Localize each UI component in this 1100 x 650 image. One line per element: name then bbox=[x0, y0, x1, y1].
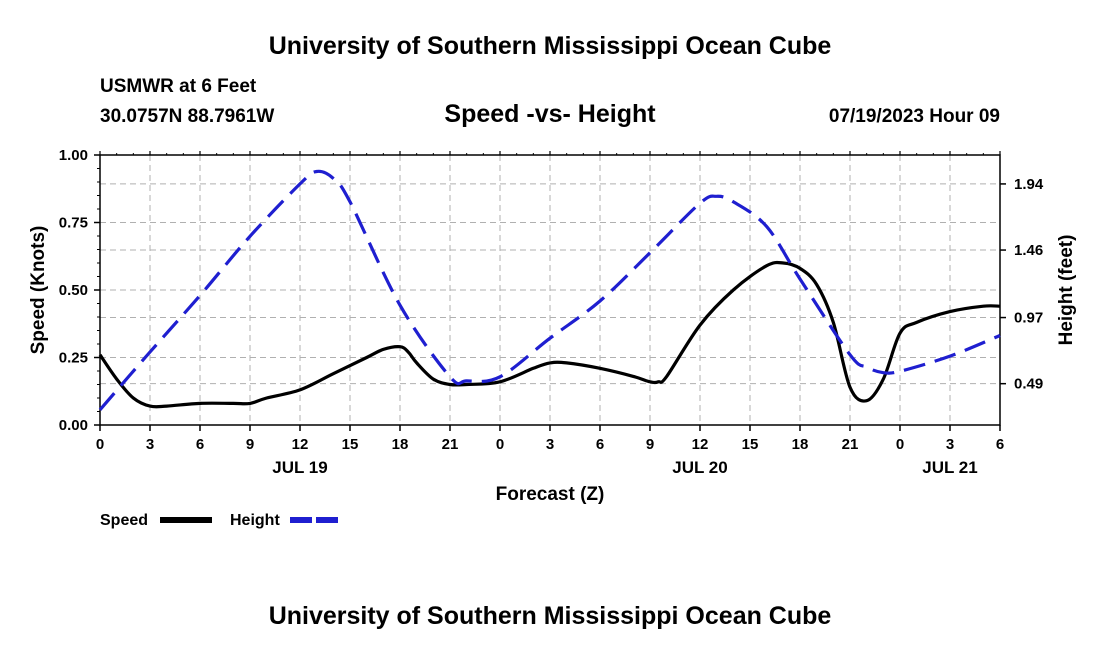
grid bbox=[100, 155, 1000, 425]
y-tick-label: 0.75 bbox=[59, 215, 88, 232]
station-label: USMWR at 6 Feet bbox=[100, 76, 257, 97]
x-tick-label: 0 bbox=[896, 436, 904, 453]
y2-tick-label: 1.46 bbox=[1014, 242, 1043, 259]
y-tick-label: 0.25 bbox=[59, 350, 88, 367]
x-tick-label: 15 bbox=[742, 436, 759, 453]
x-tick-label: 18 bbox=[392, 436, 409, 453]
day-label: JUL 21 bbox=[922, 458, 977, 477]
y2-tick-label: 0.49 bbox=[1014, 376, 1043, 393]
forecast-datetime: 07/19/2023 Hour 09 bbox=[828, 106, 1000, 127]
x-axis-label: Forecast (Z) bbox=[496, 484, 605, 505]
x-tick-label: 6 bbox=[196, 436, 204, 453]
x-tick-label: 12 bbox=[692, 436, 709, 453]
x-tick-label: 9 bbox=[246, 436, 254, 453]
height-series-line bbox=[98, 169, 1001, 411]
page-title: University of Southern Mississippi Ocean… bbox=[268, 32, 832, 60]
day-label: JUL 20 bbox=[672, 458, 727, 477]
x-tick-label: 0 bbox=[96, 436, 104, 453]
x-tick-label: 3 bbox=[946, 436, 954, 453]
y-tick-label: 1.00 bbox=[59, 147, 88, 164]
x-tick-label: 0 bbox=[496, 436, 504, 453]
y-axis-label: Speed (Knots) bbox=[28, 226, 49, 355]
x-tick-label: 9 bbox=[646, 436, 654, 453]
x-tick-label: 3 bbox=[146, 436, 154, 453]
day-label: JUL 19 bbox=[272, 458, 327, 477]
x-tick-label: 12 bbox=[292, 436, 309, 453]
footer-title: University of Southern Mississippi Ocean… bbox=[268, 602, 832, 630]
legend-label-height: Height bbox=[230, 512, 280, 529]
y-tick-label: 0.50 bbox=[59, 282, 88, 299]
x-tick-label: 15 bbox=[342, 436, 359, 453]
x-tick-label: 6 bbox=[596, 436, 604, 453]
y2-tick-label: 1.94 bbox=[1014, 176, 1044, 193]
x-tick-label: 6 bbox=[996, 436, 1004, 453]
chart-title: Speed -vs- Height bbox=[444, 100, 656, 128]
x-tick-label: 21 bbox=[842, 436, 859, 453]
legend-label-speed: Speed bbox=[100, 512, 148, 529]
station-coords: 30.0757N 88.7961W bbox=[100, 106, 275, 127]
legend: Speed Height bbox=[100, 512, 342, 529]
x-tick-label: 3 bbox=[546, 436, 554, 453]
y-tick-label: 0.00 bbox=[59, 417, 88, 434]
y2-axis-label: Height (feet) bbox=[1056, 235, 1077, 346]
series-lines bbox=[98, 169, 1001, 411]
x-tick-label: 21 bbox=[442, 436, 459, 453]
y2-tick-label: 0.97 bbox=[1014, 310, 1043, 327]
x-tick-label: 18 bbox=[792, 436, 809, 453]
axes: 0 3 6 9 12 15 18 21 0 3 6 9 12 15 18 21 0 3 6 JUL 19 JUL 20 J… bbox=[59, 147, 1044, 477]
speed-series-line bbox=[98, 260, 1001, 409]
